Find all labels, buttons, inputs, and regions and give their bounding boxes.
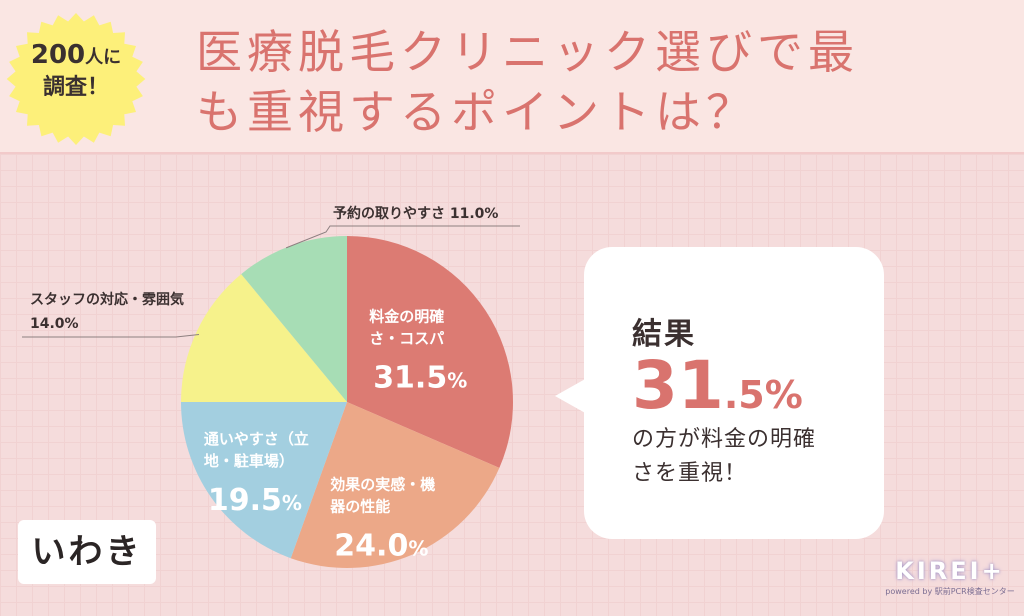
slice-label: 器の性能	[329, 497, 390, 515]
badge-number: 200	[30, 40, 86, 70]
logo-main: KIREI+	[895, 557, 1005, 585]
kirei-logo: KIREI+ powered by 駅前PCR検査センター	[880, 556, 1020, 614]
leader-line	[285, 225, 520, 249]
slice-label: 料金の明確	[369, 307, 444, 325]
title-line1: 医療脱毛クリニック選びで最	[196, 25, 859, 79]
result-title: 結果	[632, 317, 696, 352]
result-callout: 結果 31.5% の方が料金の明確 さを重視！	[584, 247, 884, 539]
title-line2: も重視するポイントは？	[196, 85, 757, 139]
result-value-dec: .5%	[723, 373, 803, 417]
slice-label: 効果の実感・機	[330, 475, 435, 493]
slice-value-label: 24.0%	[334, 528, 428, 563]
result-value-int: 31	[632, 347, 724, 424]
slice-value-unit: %	[282, 491, 302, 515]
pie-slice	[181, 274, 347, 402]
pie-slice	[180, 402, 347, 559]
pie-slice	[241, 236, 347, 402]
badge-burst-shape	[6, 13, 146, 145]
slice-label: 地・駐車場）	[204, 452, 294, 470]
result-line2: さを重視！	[632, 461, 748, 486]
logo-sub: powered by 駅前PCR検査センター	[885, 587, 1015, 596]
badge-suffix: 人に	[85, 47, 122, 68]
header-band	[0, 0, 1024, 152]
badge-text: 200人に 調査！	[4, 40, 148, 103]
result-line1: の方が料金の明確	[632, 427, 817, 452]
pie-slice	[347, 236, 514, 468]
result-value: 31.5%	[632, 351, 803, 438]
badge-line2: 調査！	[42, 75, 109, 100]
slice-label: 通いやすさ（立	[204, 430, 309, 448]
pie-chart: 料金の明確さ・コスパ31.5%効果の実感・機器の性能24.0%通いやすさ（立地・…	[22, 205, 520, 569]
callout-tail	[555, 378, 587, 414]
badge-starburst	[6, 13, 146, 145]
result-text: の方が料金の明確 さを重視！	[632, 423, 872, 491]
leader-line	[22, 334, 200, 338]
page-title: 医療脱毛クリニック選びで最 も重視するポイントは？	[196, 22, 996, 142]
outside-label: スタッフの対応・雰囲気	[30, 291, 184, 308]
slice-label: さ・コスパ	[369, 329, 444, 347]
slice-value-unit: %	[447, 368, 467, 392]
outside-label: 14.0%	[30, 316, 79, 332]
region-label: いわき	[18, 520, 156, 584]
pie-slice	[290, 402, 500, 569]
outside-label: 予約の取りやすさ 11.0%	[333, 205, 498, 222]
header-divider	[0, 152, 1024, 154]
slice-value-unit: %	[408, 536, 428, 560]
